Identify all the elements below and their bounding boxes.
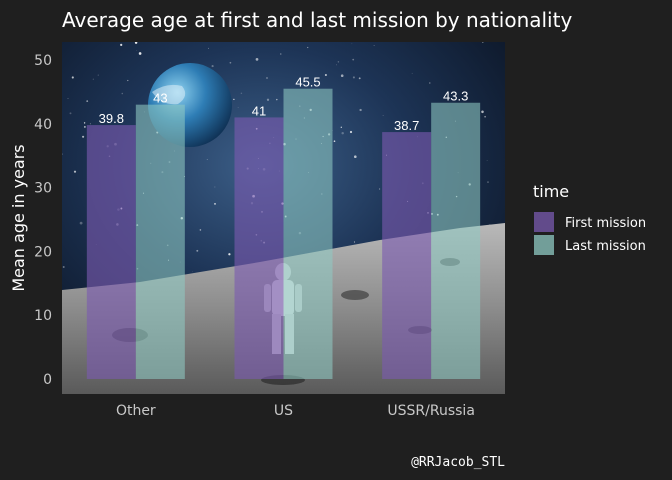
- bar-last-mission-other: [135, 104, 185, 379]
- y-axis-label: Mean age in years: [9, 144, 28, 291]
- y-axis: 0 10 20 30 40 50: [34, 53, 52, 388]
- data-labels-layer: 39.8 43 41 45.5 38.7 43.3: [99, 75, 469, 133]
- legend-title: time: [533, 182, 569, 201]
- bar-first-mission-other: [86, 125, 136, 380]
- y-tick-label: 0: [43, 372, 52, 388]
- chart-title: Average age at first and last mission by…: [62, 8, 572, 32]
- y-tick-label: 20: [34, 244, 52, 260]
- y-tick-label: 30: [34, 181, 52, 197]
- bar-last-mission-us: [283, 88, 333, 380]
- bar-last-mission-ussr-russia: [431, 102, 481, 379]
- data-label-first-mission-other: 39.8: [99, 111, 124, 126]
- bar-first-mission-ussr-russia: [382, 132, 432, 379]
- legend-label: Last mission: [565, 239, 646, 254]
- y-tick-label: 50: [34, 53, 52, 69]
- bar-first-mission-us: [234, 117, 284, 380]
- y-tick-label: 10: [34, 308, 52, 324]
- data-label-first-mission-us: 41: [252, 103, 266, 118]
- y-tick-label: 40: [34, 117, 52, 133]
- legend-swatch-first-mission: [534, 212, 554, 232]
- x-tick-label: Other: [116, 403, 156, 419]
- legend-swatch-last-mission: [534, 235, 554, 255]
- bars-layer: [86, 88, 481, 380]
- data-label-last-mission-other: 43: [153, 91, 167, 106]
- legend: time First mission Last mission: [533, 182, 646, 255]
- data-label-first-mission-ussr-russia: 38.7: [394, 118, 419, 133]
- data-label-last-mission-us: 45.5: [295, 75, 320, 90]
- x-axis: Other US USSR/Russia: [116, 403, 475, 419]
- legend-label: First mission: [565, 216, 646, 231]
- data-label-last-mission-ussr-russia: 43.3: [443, 89, 468, 104]
- x-tick-label: USSR/Russia: [387, 403, 475, 419]
- x-tick-label: US: [274, 403, 293, 419]
- caption: @RRJacob_STL: [411, 455, 505, 470]
